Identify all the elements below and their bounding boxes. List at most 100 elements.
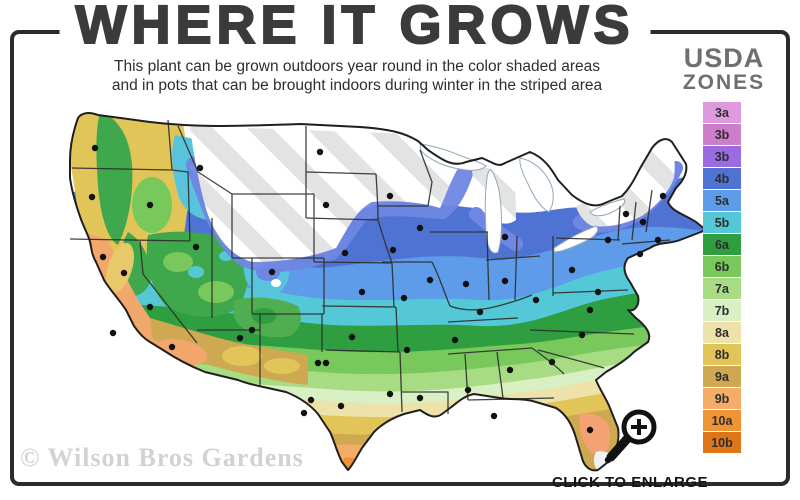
- page-title: WHERE IT GROWS: [59, 0, 651, 56]
- city-dot: [300, 409, 308, 417]
- legend-zone-swatch: 8a: [703, 322, 741, 343]
- city-dot: [99, 253, 107, 261]
- legend-zone-label: 7b: [714, 303, 730, 318]
- city-dot: [416, 224, 424, 232]
- city-dot: [168, 343, 176, 351]
- city-dot: [196, 164, 204, 172]
- city-dot: [532, 296, 540, 304]
- legend-zone-swatch: 7a: [703, 278, 741, 299]
- city-marker-dots: [88, 144, 667, 464]
- city-dot: [248, 326, 256, 334]
- legend-title-usda: USDA: [683, 43, 765, 73]
- city-dot: [622, 210, 630, 218]
- city-dot: [639, 218, 647, 226]
- city-dot: [88, 193, 96, 201]
- legend-zone-swatch: 3a: [703, 102, 741, 123]
- legend-zone-swatch: 6a: [703, 234, 741, 255]
- subtitle: This plant can be grown outdoors year ro…: [112, 57, 602, 95]
- city-dot: [586, 306, 594, 314]
- legend-zone-label: 3a: [715, 105, 729, 120]
- city-dot: [120, 269, 128, 277]
- city-dot: [548, 358, 556, 366]
- legend-zone-swatch: 9a: [703, 366, 741, 387]
- city-dot: [594, 288, 602, 296]
- city-dot: [604, 236, 612, 244]
- legend-zone-swatch: 4b: [703, 168, 741, 189]
- legend-title-zones: ZONES: [682, 71, 766, 94]
- city-dot: [341, 249, 349, 257]
- legend-zone-label: 9a: [715, 369, 729, 384]
- city-dot: [568, 266, 576, 274]
- city-dot: [501, 233, 509, 241]
- city-dot: [490, 412, 498, 420]
- legend-zone-label: 7a: [715, 281, 729, 296]
- city-dot: [192, 243, 200, 251]
- us-outline: [69, 112, 707, 472]
- city-dot: [316, 148, 324, 156]
- city-dot: [307, 396, 315, 404]
- city-dot: [426, 276, 434, 284]
- legend-zone-swatch: 3b: [703, 146, 741, 167]
- city-dot: [91, 144, 99, 152]
- city-dot: [403, 346, 411, 354]
- legend-zone-label: 9b: [714, 391, 730, 406]
- city-dot: [659, 192, 667, 200]
- legend-zone-label: 6b: [714, 259, 730, 274]
- city-dot: [386, 390, 394, 398]
- legend-zone-label: 8b: [714, 347, 730, 362]
- click-to-enlarge-label[interactable]: CLICK TO ENLARGE: [551, 474, 709, 491]
- legend-zone-swatch: 6b: [703, 256, 741, 277]
- legend-zone-label: 5b: [714, 215, 730, 230]
- city-dot: [506, 366, 514, 374]
- city-dot: [451, 336, 459, 344]
- city-dot: [501, 277, 509, 285]
- legend-zone-swatch: 7b: [703, 300, 741, 321]
- legend-zone-swatch: 5b: [703, 212, 741, 233]
- city-dot: [337, 402, 345, 410]
- city-dot: [348, 333, 356, 341]
- city-dot: [146, 303, 154, 311]
- city-dot: [578, 331, 586, 339]
- legend-zone-list: 3a 3b 3b 4b 5a 5b 6a 6b 7a 7b 8a 8b 9a 9b 10a 10b: [703, 102, 741, 453]
- legend-zone-label: 8a: [715, 325, 729, 340]
- subtitle-line-2: and in pots that can be brought indoors …: [111, 77, 603, 94]
- legend-zone-label: 10a: [711, 413, 733, 428]
- city-dot: [400, 294, 408, 302]
- city-dot: [462, 280, 470, 288]
- city-dot: [636, 250, 644, 258]
- city-dot: [314, 359, 322, 367]
- city-dot: [236, 334, 244, 342]
- legend-zone-label: 4b: [714, 171, 730, 186]
- magnifier-icon[interactable]: [593, 405, 667, 467]
- city-dot: [109, 329, 117, 337]
- legend-zone-swatch: 5a: [703, 190, 741, 211]
- legend-zone-label: 3b: [714, 149, 730, 164]
- subtitle-line-1: This plant can be grown outdoors year ro…: [114, 58, 600, 75]
- legend-zone-swatch: 8b: [703, 344, 741, 365]
- city-dot: [389, 246, 397, 254]
- city-dot: [322, 359, 330, 367]
- legend-zone-label: 3b: [714, 127, 730, 142]
- city-dot: [654, 236, 662, 244]
- city-dot: [416, 394, 424, 402]
- city-dot: [358, 288, 366, 296]
- usda-zones-legend: USDA ZONES 3a 3b 3b 4b 5a 5b 6a 6b 7a 7b 8a 8b 9a 9b 1…: [674, 44, 774, 454]
- legend-zone-label: 10b: [711, 435, 733, 450]
- city-dot: [268, 268, 276, 276]
- click-to-enlarge-control[interactable]: CLICK TO ENLARGE: [540, 405, 720, 491]
- legend-zone-label: 5a: [715, 193, 729, 208]
- legend-zone-swatch: 10a: [703, 410, 741, 431]
- legend-zone-swatch: 9b: [703, 388, 741, 409]
- legend-zone-label: 6a: [715, 237, 729, 252]
- legend-zone-swatch: 10b: [703, 432, 741, 453]
- legend-zone-swatch: 3b: [703, 124, 741, 145]
- city-dot: [586, 426, 594, 434]
- city-dot: [146, 201, 154, 209]
- city-dot: [322, 201, 330, 209]
- city-dot: [386, 192, 394, 200]
- watermark: © Wilson Bros Gardens: [20, 443, 304, 472]
- city-dot: [464, 386, 472, 394]
- city-dot: [476, 308, 484, 316]
